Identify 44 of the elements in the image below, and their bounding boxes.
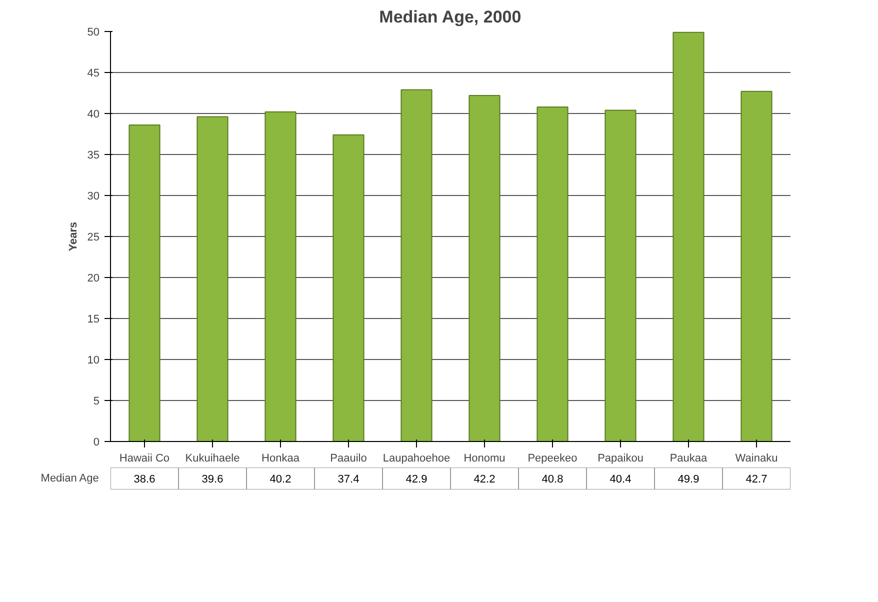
bar [400,89,432,442]
data-label: 42.7 [746,474,768,486]
data-label: 40.8 [542,474,564,486]
y-tick-label: 15 [87,314,100,326]
data-label: 37.4 [338,474,360,486]
y-tick-label: 40 [87,108,100,120]
y-axis-title: Years [67,222,80,252]
x-tick-label: Papaikou [598,452,644,464]
x-tick-label: Honomu [464,452,506,464]
text: Median Age [40,472,99,484]
bar [332,134,364,442]
data-label: 42.2 [474,474,496,486]
data-label: 39.6 [202,474,224,486]
bar [196,116,228,442]
y-tick-label: 35 [87,150,100,162]
x-tick-label: Paauilo [330,452,367,464]
bar [128,124,160,442]
bar [740,90,772,442]
y-tick-label: 0 [93,436,100,448]
x-tick-label: Hawaii Co [119,452,170,464]
x-tick-label: Wainaku [735,452,778,464]
x-tick-label: Pepeekeo [528,452,578,464]
bar [536,106,568,442]
y-tick-label: 25 [87,232,100,244]
x-tick-label: Laupahoehoe [382,452,450,464]
bar [264,111,296,442]
x-tick-label: Kukuihaele [185,452,240,464]
y-tick-label: 5 [93,396,100,408]
y-tick-label: 30 [87,190,100,202]
y-tick-label: 50 [87,26,100,38]
x-tick-label: Honkaa [262,452,300,464]
y-tick-label: 10 [87,354,100,366]
data-label: 42.9 [406,474,428,486]
data-label: 40.4 [610,474,632,486]
chart-title: Median Age, 2000 [379,8,522,26]
data-label: 49.9 [678,474,700,486]
y-tick-label: 45 [87,68,100,80]
bar [672,32,704,442]
bar [468,94,500,442]
data-label: 38.6 [134,474,156,486]
bar [604,110,636,442]
y-tick-label: 20 [87,272,100,284]
data-label: 40.2 [270,474,292,486]
x-tick-label: Paukaa [670,452,708,464]
